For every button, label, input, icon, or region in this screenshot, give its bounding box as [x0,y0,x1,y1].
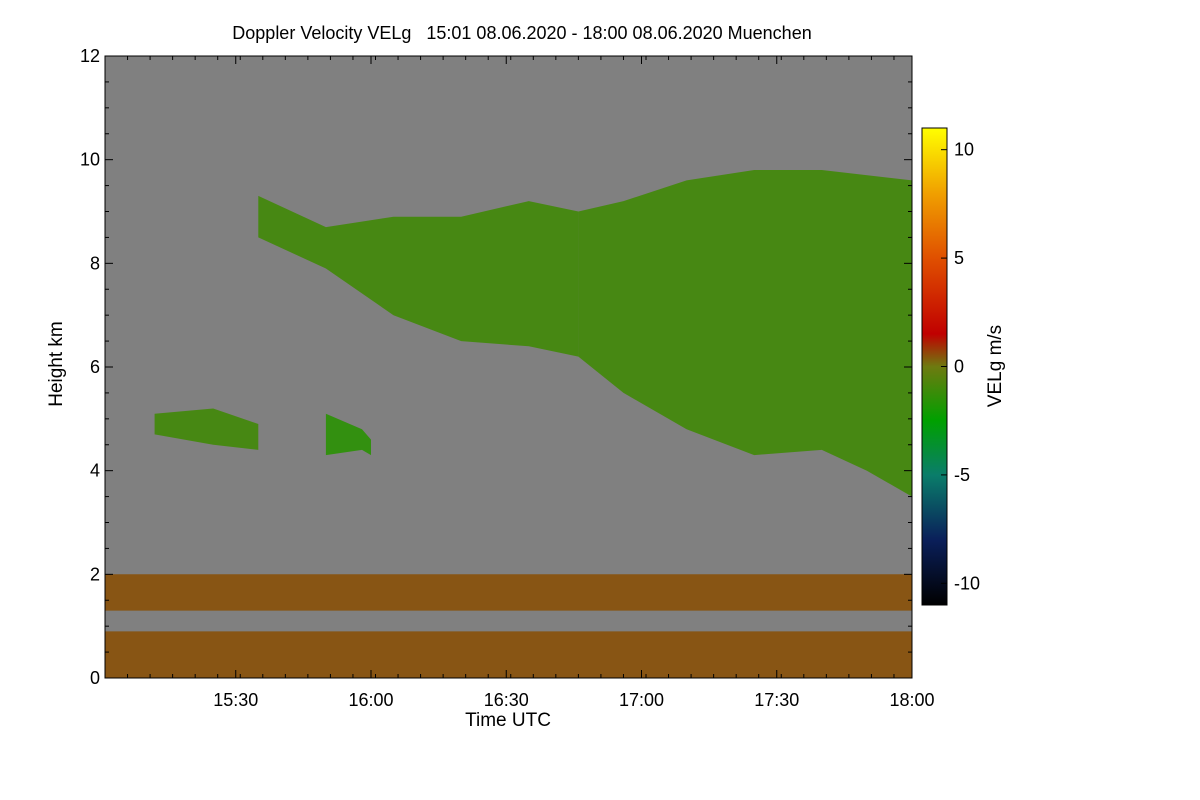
y-tick-label: 0 [90,668,100,688]
y-tick-label: 2 [90,564,100,584]
y-tick-label: 8 [90,253,100,273]
y-axis-label: Height km [46,321,67,407]
echo-region-1 [578,170,912,497]
colorbar-label: VELg m/s [985,325,1006,407]
colorbar-tick-label: 5 [954,248,964,268]
x-tick-label: 16:00 [348,690,393,710]
x-tick-label: 16:30 [484,690,529,710]
echo-region-4 [325,413,371,456]
colorbar-tick-label: -5 [954,465,970,485]
x-tick-label: 17:00 [619,690,664,710]
y-tick-label: 4 [90,461,100,481]
colorbar-tick-label: 0 [954,357,964,377]
y-tick-label: 10 [80,150,100,170]
x-tick-label: 18:00 [889,690,934,710]
y-tick-label: 6 [90,357,100,377]
colorbar-tick-label: -10 [954,573,980,593]
x-tick-label: 15:30 [213,690,258,710]
echo-region-5 [105,574,912,611]
colorbar-tick-label: 10 [954,140,974,160]
echo-regions [105,170,912,678]
echo-region-6 [105,631,912,678]
x-axis: 15:30 16:00 16:30 17:00 17:30 18:00 [104,56,935,710]
x-axis-label: Time UTC [465,710,551,731]
x-tick-label: 17:30 [754,690,799,710]
colorbar: 10 5 0 -5 -10 VELg m/s [921,127,1006,606]
echo-region-3 [154,408,259,450]
y-tick-label: 12 [80,46,100,66]
echo-region-2 [258,195,579,357]
plot-area [104,55,913,679]
colorbar-ticks: 10 5 0 -5 -10 [941,140,980,593]
y-axis: 0 2 4 6 8 10 12 [80,46,912,688]
chart-title: Doppler Velocity VELg 15:01 08.06.2020 -… [232,23,811,43]
